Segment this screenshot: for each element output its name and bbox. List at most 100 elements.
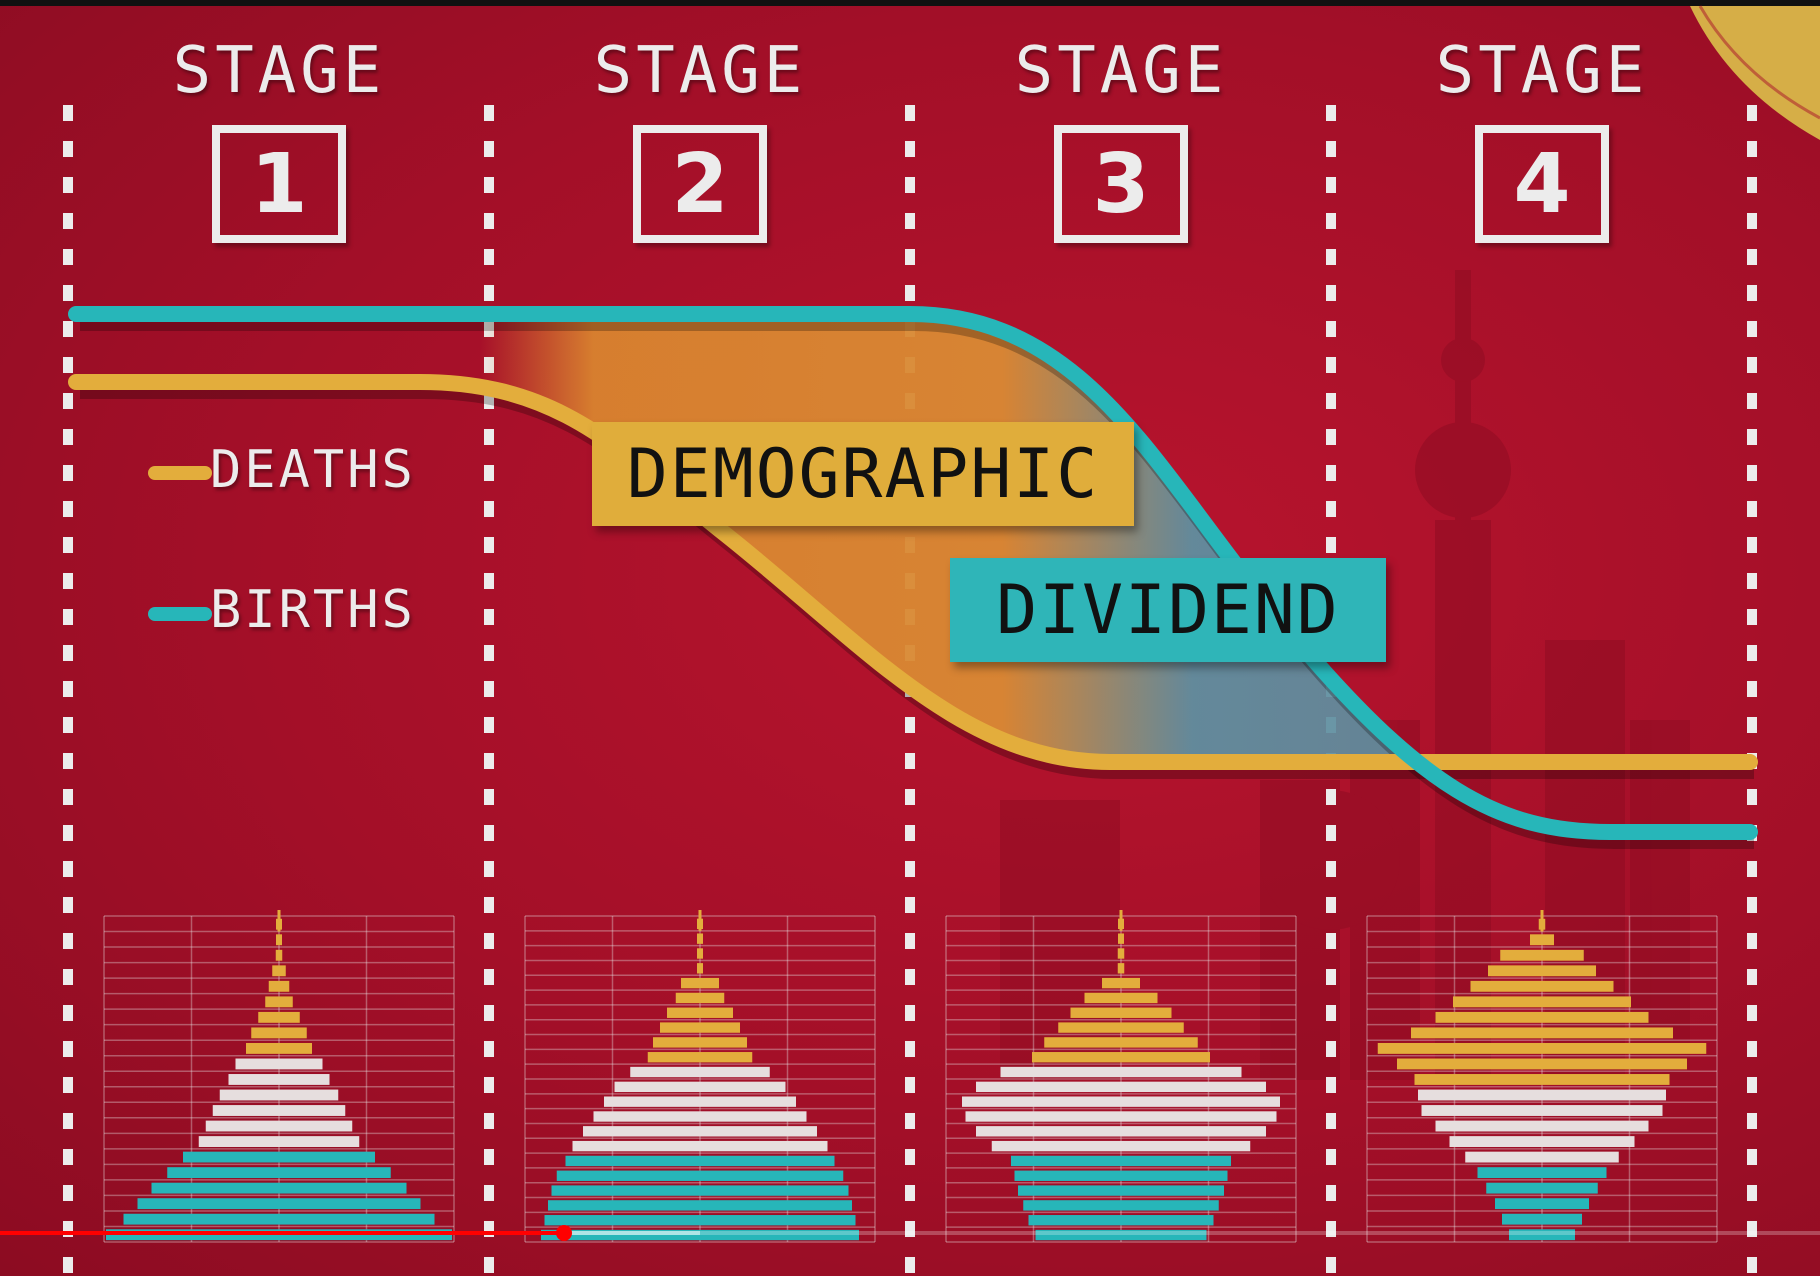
pyramid-bar — [1018, 1185, 1224, 1196]
pyramid-bar — [137, 1198, 421, 1210]
pyramid-bar — [1117, 948, 1125, 959]
pyramid-bar — [258, 1011, 300, 1023]
pyramid-bar — [667, 1007, 733, 1018]
births-legend-swatch — [148, 607, 212, 621]
stage-2-title: STAGE — [593, 34, 807, 108]
pyramid-bar — [1377, 1042, 1707, 1054]
pyramid-bar — [976, 1081, 1266, 1093]
pyramid-stage-4 — [1366, 910, 1718, 1243]
video-progress-track[interactable] — [0, 1231, 1820, 1235]
pyramid-bar — [1530, 934, 1554, 946]
pyramid-bar — [604, 1096, 796, 1107]
pyramid-bar — [1028, 1215, 1214, 1226]
pyramid-bar — [1035, 1229, 1207, 1241]
pyramid-bar — [275, 949, 283, 961]
pyramid-bar — [614, 1081, 786, 1093]
pyramid-bar — [1449, 1136, 1635, 1147]
pyramid-bar — [235, 1058, 323, 1070]
stage-2-number: 2 — [633, 125, 767, 243]
pyramid-bar — [268, 980, 290, 992]
stage-3-number: 3 — [1054, 125, 1188, 243]
pyramid-bar — [1488, 965, 1596, 977]
stage-4-title: STAGE — [1435, 34, 1649, 108]
stage-1-title: STAGE — [172, 34, 386, 108]
pyramid-bar — [991, 1140, 1251, 1152]
pyramid-bar — [151, 1182, 407, 1194]
video-progress-fill — [0, 1231, 564, 1235]
pyramid-bar — [1509, 1229, 1575, 1241]
pyramid-bar — [205, 1120, 353, 1132]
demographic-banner: DEMOGRAPHIC — [592, 422, 1134, 526]
pyramid-bar — [276, 934, 282, 946]
pyramid-bar — [1486, 1182, 1598, 1194]
pyramid-bar — [1397, 1058, 1687, 1070]
births-legend-label: BIRTHS — [210, 580, 416, 640]
pyramid-bar — [1435, 1120, 1649, 1132]
pyramid-bar — [1070, 1007, 1172, 1018]
pyramid-bar — [167, 1167, 391, 1179]
pyramid-bar — [1435, 1011, 1649, 1023]
pyramid-bar — [647, 1052, 753, 1063]
pyramid-bar — [198, 1136, 360, 1147]
pyramid-bar — [541, 1229, 859, 1241]
pyramid-bar — [1011, 1155, 1231, 1167]
pyramid-bar — [548, 1200, 852, 1211]
population-pyramids — [103, 910, 1718, 1243]
pyramid-stage-1 — [103, 910, 455, 1243]
stage-3-title: STAGE — [1014, 34, 1228, 108]
pyramid-bar — [183, 1151, 375, 1163]
pyramid-bar — [976, 1126, 1266, 1137]
pyramid-bar — [1118, 933, 1124, 944]
pyramid-bar — [660, 1022, 740, 1033]
pyramid-bar — [965, 1111, 1277, 1122]
pyramid-bar — [1014, 1170, 1228, 1181]
pyramid-bar — [123, 1213, 435, 1225]
pyramid-bar — [653, 1037, 747, 1048]
dividend-banner: DIVIDEND — [950, 558, 1386, 662]
pyramid-bar — [1502, 1213, 1582, 1225]
stage-1-number: 1 — [212, 125, 346, 243]
pyramid-bar — [544, 1215, 856, 1226]
pyramid-bar — [1453, 996, 1631, 1008]
video-scrubber-handle[interactable] — [556, 1225, 572, 1241]
pyramid-bar — [212, 1105, 346, 1116]
pyramid-bar — [246, 1042, 312, 1054]
pyramid-bar — [251, 1027, 307, 1039]
pyramid-bar — [1500, 949, 1584, 961]
pyramid-bar — [1477, 1167, 1607, 1179]
stage-4-number: 4 — [1475, 125, 1609, 243]
pyramid-bar — [1495, 1198, 1589, 1210]
pyramid-bar — [572, 1140, 828, 1152]
dividend-region — [480, 314, 1420, 762]
pyramid-bar — [265, 996, 293, 1008]
pyramid-bar — [1032, 1052, 1210, 1063]
pyramid-bar — [228, 1074, 330, 1085]
pyramid-bar — [556, 1170, 844, 1181]
pyramid-bar — [675, 992, 725, 1004]
pyramid-bar — [1044, 1037, 1198, 1048]
pyramid-bar — [1000, 1066, 1242, 1078]
pyramid-bar — [630, 1066, 770, 1078]
deaths-legend-swatch — [148, 466, 212, 480]
pyramid-bar — [1117, 963, 1125, 974]
deaths-legend-label: DEATHS — [210, 440, 416, 500]
pyramid-bar — [1023, 1200, 1219, 1211]
deaths-curve — [68, 374, 1758, 770]
pyramid-bar — [1414, 1074, 1670, 1085]
pyramid-bar — [219, 1089, 339, 1101]
pyramid-bar — [1084, 992, 1158, 1004]
skyline-silhouette — [1000, 270, 1690, 1080]
pyramid-bar — [1465, 1151, 1619, 1163]
pyramid-bar — [551, 1185, 849, 1196]
pyramid-bar — [593, 1111, 807, 1122]
pyramid-bar — [962, 1096, 1280, 1107]
pyramid-stage-3 — [945, 910, 1297, 1243]
pyramid-bar — [1470, 980, 1614, 992]
pyramid-bar — [565, 1155, 835, 1167]
pyramid-bar — [681, 977, 719, 989]
pyramid-bar — [697, 948, 703, 959]
pyramid-stage-2 — [524, 910, 876, 1243]
pyramid-bar — [1058, 1022, 1184, 1033]
pyramid-bar — [697, 963, 703, 974]
